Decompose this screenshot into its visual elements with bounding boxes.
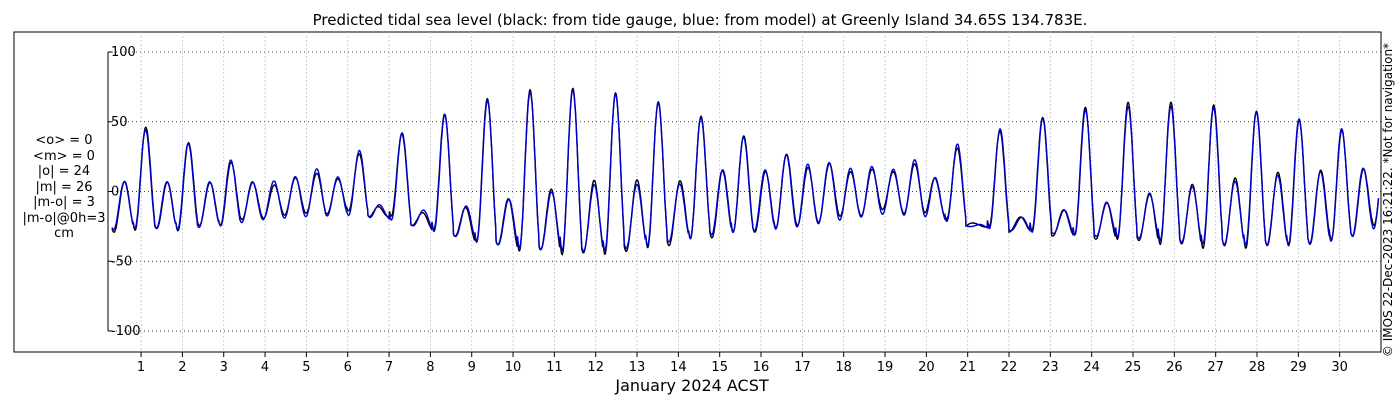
x-tick-label: 4 — [261, 360, 269, 375]
x-tick-label: 13 — [629, 360, 646, 375]
x-tick-label: 24 — [1083, 360, 1100, 375]
stat-abs-diff: |m-o| = 3 — [33, 195, 95, 210]
x-tick-label: 20 — [918, 360, 935, 375]
x-tick-label: 19 — [877, 360, 894, 375]
stat-unit: cm — [54, 226, 74, 241]
x-tick-label: 21 — [959, 360, 976, 375]
x-tick-label: 26 — [1166, 360, 1183, 375]
series-line-black — [111, 87, 1380, 256]
chart-title: Predicted tidal sea level (black: from t… — [313, 11, 1088, 29]
x-tick-label: 5 — [302, 360, 310, 375]
x-tick-label: 28 — [1249, 360, 1266, 375]
x-tick-label: 6 — [344, 360, 352, 375]
x-tick-label: 9 — [468, 360, 476, 375]
x-tick-label: 12 — [587, 360, 604, 375]
x-tick-label: 18 — [835, 360, 852, 375]
x-tick-label: 2 — [178, 360, 186, 375]
stat-abs-diff-0h: |m-o|@0h=3 — [22, 210, 106, 226]
x-tick-label: 10 — [505, 360, 522, 375]
y-tick-label: -100 — [111, 324, 141, 339]
grid-lines — [108, 32, 1381, 352]
y-tick-label: 0 — [111, 185, 119, 200]
y-tick-label: 100 — [111, 45, 136, 60]
x-axis-label: January 2024 ACST — [614, 376, 769, 395]
plot-frame — [13, 31, 1382, 353]
copyright-notice: © IMOS 22-Dec-2023 16:21:22. *Not for na… — [1381, 42, 1395, 358]
x-tick-label: 14 — [670, 360, 687, 375]
x-tick-label: 3 — [220, 360, 228, 375]
stats-panel: <o> = 0 <m> = 0 |o| = 24 |m| = 26 |m-o| … — [14, 133, 114, 242]
stat-mean-model: <m> = 0 — [33, 148, 95, 164]
x-tick-label: 30 — [1331, 360, 1348, 375]
stat-abs-model: |m| = 26 — [35, 179, 93, 195]
y-tick-label: -50 — [111, 254, 132, 269]
series-group — [111, 87, 1380, 256]
x-tick-label: 23 — [1042, 360, 1059, 375]
x-tick-label: 25 — [1125, 360, 1142, 375]
y-axis-ticks: -100 -50 0 50 100 — [108, 45, 141, 339]
stat-mean-observed: <o> = 0 — [35, 133, 93, 148]
x-tick-label: 7 — [385, 360, 393, 375]
series-line-blue — [111, 89, 1380, 252]
x-tick-label: 16 — [753, 360, 770, 375]
x-tick-label: 8 — [426, 360, 434, 375]
x-tick-label: 22 — [1001, 360, 1018, 375]
x-tick-label: 11 — [546, 360, 563, 375]
x-tick-label: 1 — [137, 360, 145, 375]
stat-abs-observed: |o| = 24 — [37, 164, 91, 179]
x-tick-label: 17 — [794, 360, 811, 375]
x-tick-label: 27 — [1207, 360, 1224, 375]
x-axis-ticks: 1 2 3 4 5 6 7 8 9 10 11 12 13 14 15 16 17 18 19 20 21 22 23 24 2… — [137, 352, 1348, 375]
y-tick-label: 50 — [111, 115, 128, 130]
x-tick-label: 15 — [711, 360, 728, 375]
x-tick-label: 29 — [1290, 360, 1307, 375]
